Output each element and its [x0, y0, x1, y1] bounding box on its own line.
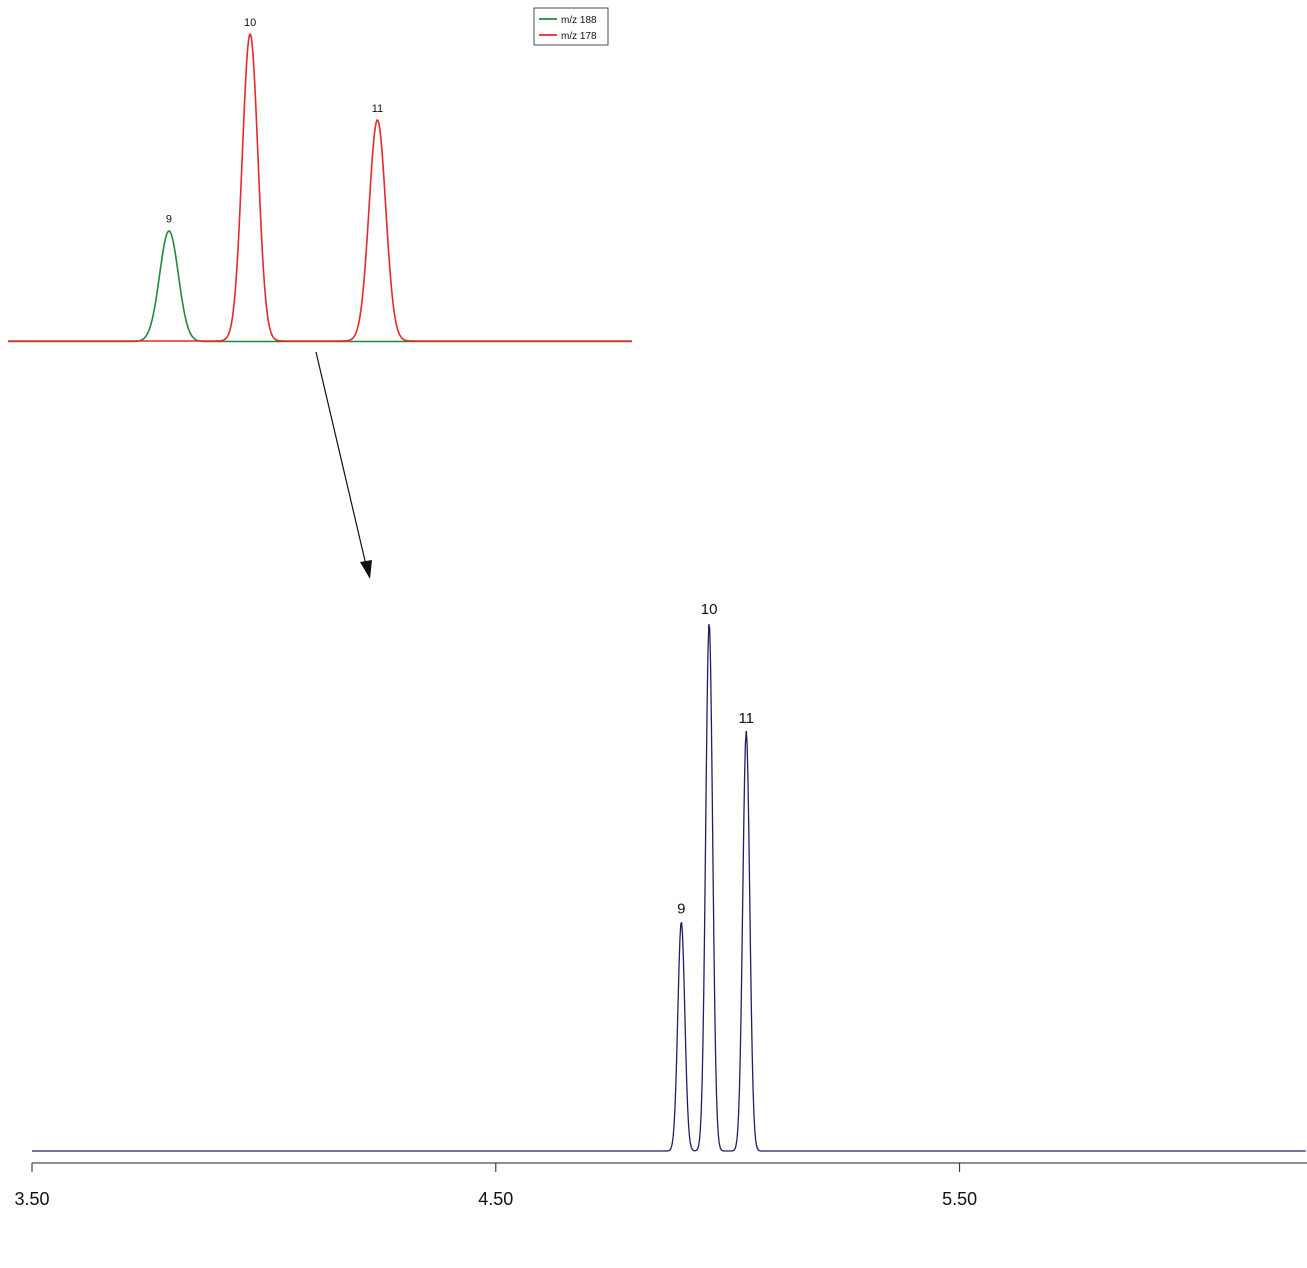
x-tick-label: 3.50: [14, 1189, 49, 1209]
inset-series-line: [8, 33, 632, 342]
arrow-head: [360, 560, 372, 579]
main-peak-label: 9: [677, 900, 685, 917]
inset-peak-label: 10: [244, 17, 256, 29]
legend-entry: m/z 178: [561, 31, 597, 42]
x-axis: 3.504.505.506.507.508.50: [14, 1162, 1307, 1209]
inset-series-line: [8, 230, 632, 343]
inset-peak-label: 9: [166, 213, 172, 225]
inset-peak-label: 11: [372, 103, 383, 115]
x-tick-label: 4.50: [478, 1189, 513, 1209]
legend-box: [533, 7, 609, 46]
arrow-shaft: [315, 351, 367, 566]
main-chromatogram: 910111213: [32, 601, 1306, 1152]
main-peak-label: 11: [738, 710, 754, 727]
inset-chromatogram: 9 10 11: [8, 17, 632, 343]
inset-legend: m/z 188 m/z 178: [533, 7, 609, 46]
zoom-arrow: [315, 351, 372, 579]
x-tick-label: 5.50: [942, 1189, 977, 1209]
legend-entry: m/z 188: [561, 15, 597, 26]
main-series-line: [32, 623, 1306, 1152]
main-peak-label: 10: [701, 601, 718, 618]
